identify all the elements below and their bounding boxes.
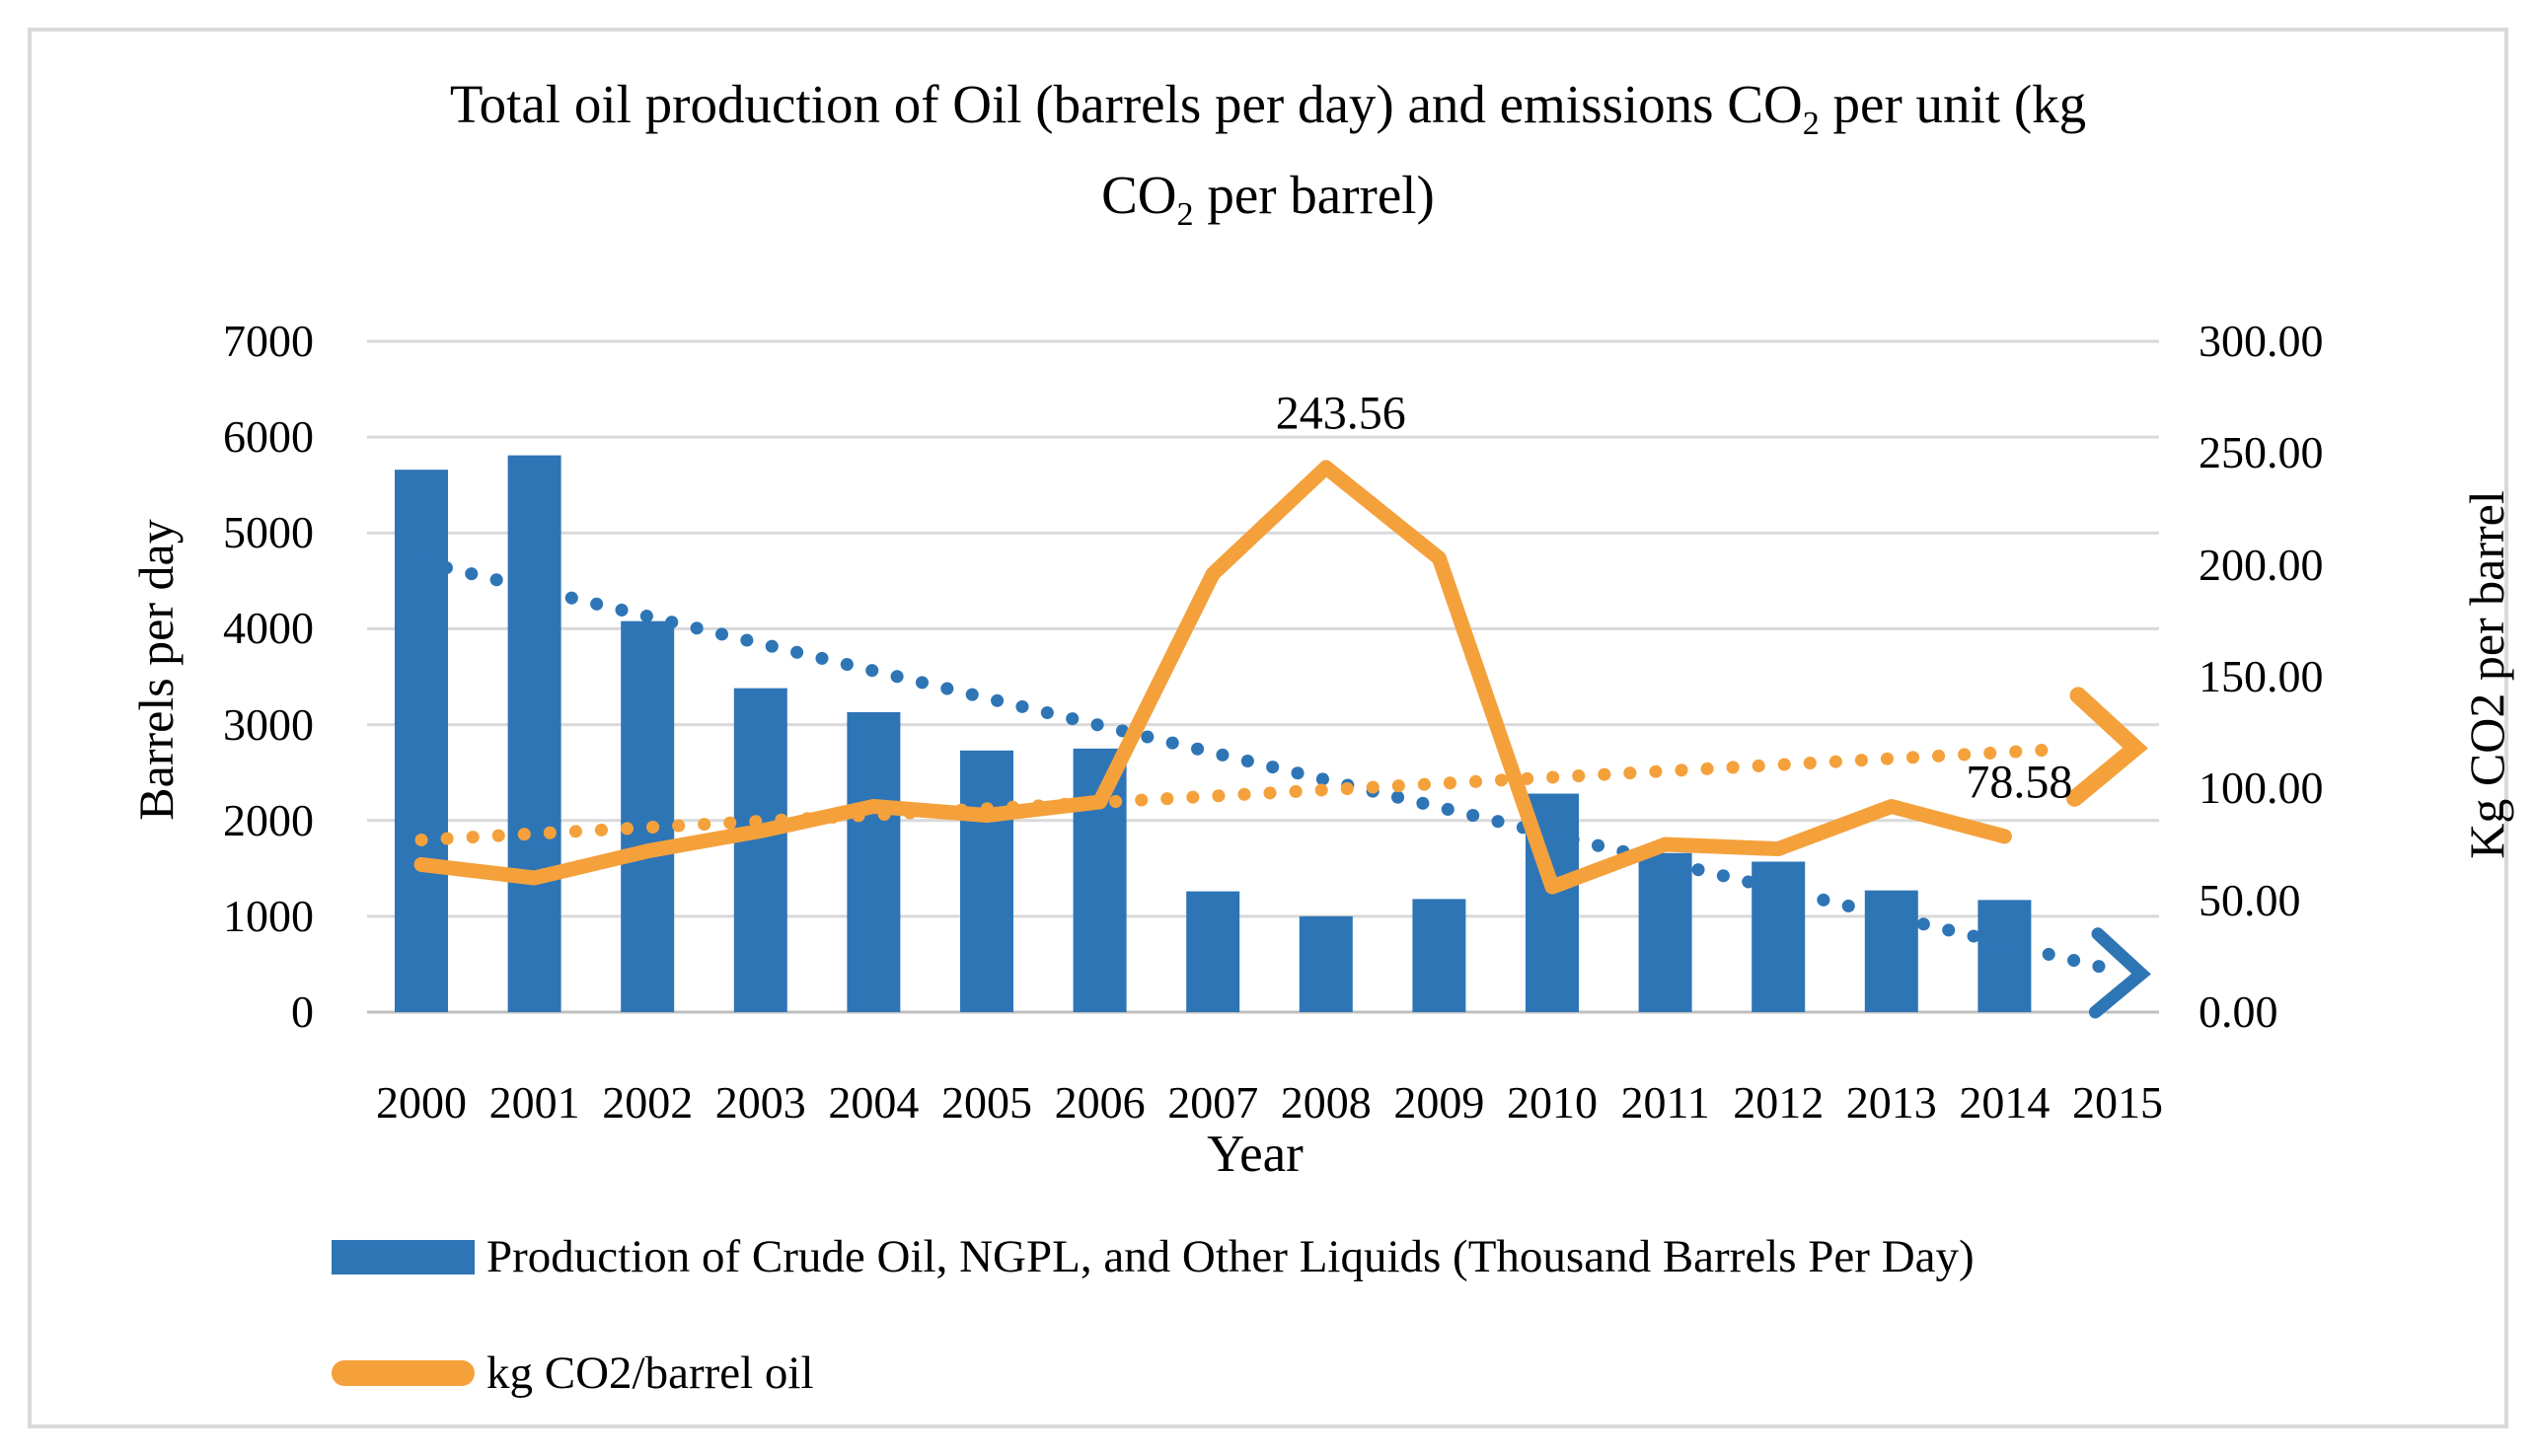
right-axis-tick-50.00: 50.00: [2199, 874, 2301, 925]
x-axis-tick-2015: 2015: [2072, 1077, 2163, 1128]
x-axis-tick-2008: 2008: [1280, 1077, 1372, 1128]
title-text: CO: [1101, 165, 1177, 225]
left-axis-tick-5000: 5000: [223, 507, 314, 558]
left-axis-tick-0: 0: [291, 986, 314, 1037]
x-axis-tick-2013: 2013: [1845, 1077, 1937, 1128]
right-axis-tick-0.00: 0.00: [2199, 986, 2278, 1037]
x-axis-tick-2007: 2007: [1167, 1077, 1259, 1128]
bar-2005: [960, 750, 1013, 1012]
left-axis-tick-4000: 4000: [223, 603, 314, 654]
title-text: per barrel): [1193, 165, 1435, 225]
x-axis-tick-2001: 2001: [488, 1077, 580, 1128]
x-axis-tick-2012: 2012: [1733, 1077, 1825, 1128]
title-text: per unit (kg: [1819, 74, 2087, 134]
x-axis-tick-2006: 2006: [1054, 1077, 1146, 1128]
title-subscript: 2: [1802, 106, 1820, 142]
bar-2004: [847, 711, 901, 1012]
title-subscript: 2: [1176, 196, 1194, 233]
bar-2014: [1977, 900, 2032, 1012]
right-axis-tick-200.00: 200.00: [2199, 539, 2324, 590]
left-axis-tick-3000: 3000: [223, 698, 314, 750]
bar-2009: [1412, 899, 1466, 1012]
right-axis-tick-300.00: 300.00: [2199, 316, 2324, 366]
x-axis-title: Year: [1207, 1126, 1304, 1183]
blue-trend-arrowhead-icon: [2088, 927, 2151, 1019]
legend-label-co2: kg CO2/barrel oil: [486, 1347, 814, 1399]
legend-label-production: Production of Crude Oil, NGPL, and Other…: [486, 1231, 1975, 1282]
legend-swatch-bar-icon: [332, 1239, 475, 1274]
x-axis-tick-2009: 2009: [1393, 1077, 1485, 1128]
x-axis-tick-2005: 2005: [941, 1077, 1032, 1128]
right-axis-tick-250.00: 250.00: [2199, 427, 2324, 478]
data-label-78.58: 78.58: [1966, 756, 2073, 809]
bar-2003: [733, 688, 787, 1012]
x-axis-tick-2011: 2011: [1620, 1077, 1710, 1128]
chart-title: Total oil production of Oil (barrels per…: [237, 69, 2299, 251]
bar-2007: [1186, 891, 1240, 1012]
x-axis-tick-2014: 2014: [1959, 1077, 2051, 1128]
x-axis-tick-2000: 2000: [376, 1077, 467, 1128]
right-axis-title: Kg CO2 per barrel: [2459, 490, 2514, 859]
left-axis-tick-2000: 2000: [223, 794, 314, 845]
bar-2008: [1299, 915, 1353, 1012]
bar-2000: [395, 470, 448, 1013]
left-axis-title: Barrels per day: [128, 519, 184, 821]
left-axis-tick-6000: 6000: [223, 411, 314, 463]
title-text: Total oil production of Oil (barrels per…: [449, 74, 1803, 134]
left-axis-tick-7000: 7000: [223, 316, 314, 366]
trendline-dotted-co2: [414, 742, 2070, 846]
data-label-243.56: 243.56: [1275, 387, 1406, 440]
orange-trend-arrowhead-icon: [2066, 687, 2148, 807]
x-axis-tick-2004: 2004: [828, 1077, 920, 1128]
left-axis-tick-1000: 1000: [223, 890, 314, 941]
x-axis-tick-2010: 2010: [1507, 1077, 1598, 1128]
bar-2011: [1638, 852, 1692, 1012]
x-axis-tick-2003: 2003: [714, 1077, 806, 1128]
legend: Production of Crude Oil, NGPL, and Other…: [332, 1223, 1975, 1456]
bar-2001: [507, 455, 561, 1013]
co2-line-series: [413, 460, 2012, 895]
trendline-dotted-production: [414, 554, 2125, 978]
right-axis-tick-100.00: 100.00: [2199, 763, 2324, 814]
right-axis-tick-150.00: 150.00: [2199, 651, 2324, 701]
x-axis-tick-2002: 2002: [602, 1077, 694, 1128]
legend-item-production: Production of Crude Oil, NGPL, and Other…: [332, 1223, 1975, 1290]
legend-item-co2: kg CO2/barrel oil: [332, 1340, 1975, 1407]
bar-2002: [621, 620, 675, 1012]
legend-swatch-line-icon: [332, 1360, 475, 1386]
